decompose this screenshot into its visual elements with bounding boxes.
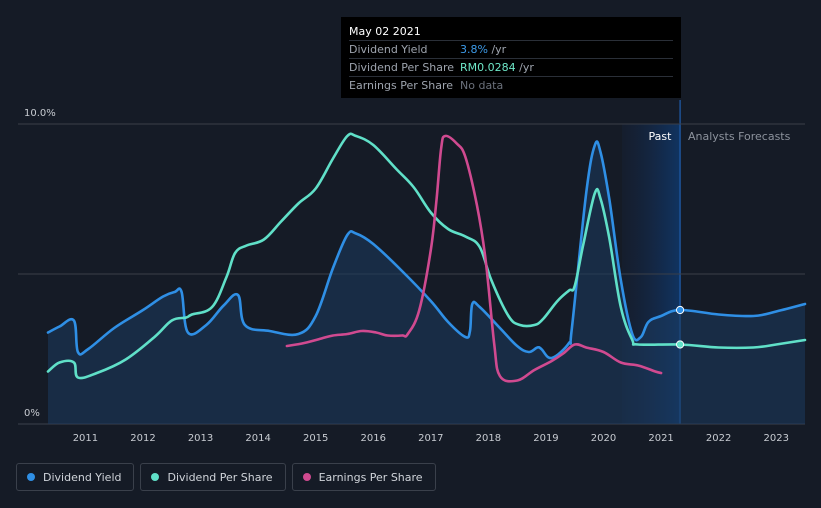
- area-dividend-yield: [48, 141, 805, 424]
- highlight-markers: [675, 305, 685, 349]
- x-tick-label: 2013: [188, 433, 213, 444]
- tooltip-date: May 02 2021: [349, 23, 673, 41]
- legend-label: Dividend Per Share: [167, 470, 273, 484]
- x-tick-label: 2023: [763, 433, 788, 444]
- tooltip-row-dividend-yield: Dividend Yield 3.8% /yr: [349, 41, 673, 59]
- marker-dividend-per-share: [675, 340, 685, 349]
- x-tick-label: 2020: [591, 433, 616, 444]
- forecast-label: Analysts Forecasts: [688, 130, 791, 143]
- tooltip-value: 3.8%: [460, 43, 488, 56]
- legend-dot-icon: [27, 473, 35, 481]
- past-label: Past: [649, 130, 673, 143]
- y-tick-label: 10.0%: [24, 108, 56, 119]
- x-tick-label: 2011: [73, 433, 98, 444]
- x-tick-label: 2017: [418, 433, 443, 444]
- legend-item-dividend-yield[interactable]: Dividend Yield: [16, 463, 135, 491]
- x-tick-label: 2016: [361, 433, 386, 444]
- tooltip-suffix: /yr: [515, 61, 534, 74]
- x-tick-label: 2019: [533, 433, 558, 444]
- line-earnings-per-share: [285, 134, 663, 383]
- legend: Dividend Yield Dividend Per Share Earnin…: [16, 463, 436, 493]
- legend-dot-icon: [302, 473, 311, 481]
- x-tick-label: 2012: [130, 433, 155, 444]
- tooltip-value: RM0.0284: [460, 61, 516, 74]
- y-tick-label: 0%: [24, 408, 40, 419]
- tooltip: May 02 2021 Dividend Yield 3.8% /yr Divi…: [341, 17, 681, 98]
- legend-item-earnings-per-share[interactable]: Earnings Per Share: [291, 463, 436, 491]
- tooltip-label: Dividend Per Share: [349, 61, 455, 74]
- tooltip-row-dividend-per-share: Dividend Per Share RM0.0284 /yr: [349, 59, 673, 77]
- legend-label: Earnings Per Share: [318, 470, 423, 484]
- x-tick-label: 2018: [476, 433, 501, 444]
- x-tick-label: 2021: [648, 433, 673, 444]
- line-dividend-per-share: [46, 132, 807, 380]
- axes: 2011 2012 2013 2014 2015 2016 2017 2018 2019 2020…: [24, 108, 789, 444]
- legend-dot-icon: [151, 473, 160, 481]
- marker-dividend-yield: [675, 305, 685, 315]
- tooltip-label: Earnings Per Share: [349, 79, 454, 92]
- x-tick-label: 2014: [245, 433, 270, 444]
- line-dividend-yield: [46, 140, 807, 360]
- tooltip-suffix: /yr: [487, 43, 507, 56]
- legend-item-dividend-per-share[interactable]: Dividend Per Share: [140, 463, 286, 491]
- x-tick-label: 2022: [706, 433, 731, 444]
- tooltip-value: No data: [460, 79, 504, 92]
- tooltip-label: Dividend Yield: [349, 43, 428, 56]
- x-tick-label: 2015: [303, 433, 328, 444]
- legend-label: Dividend Yield: [43, 470, 122, 484]
- tooltip-row-earnings-per-share: Earnings Per Share No data: [349, 77, 673, 94]
- series-layer: [46, 132, 807, 424]
